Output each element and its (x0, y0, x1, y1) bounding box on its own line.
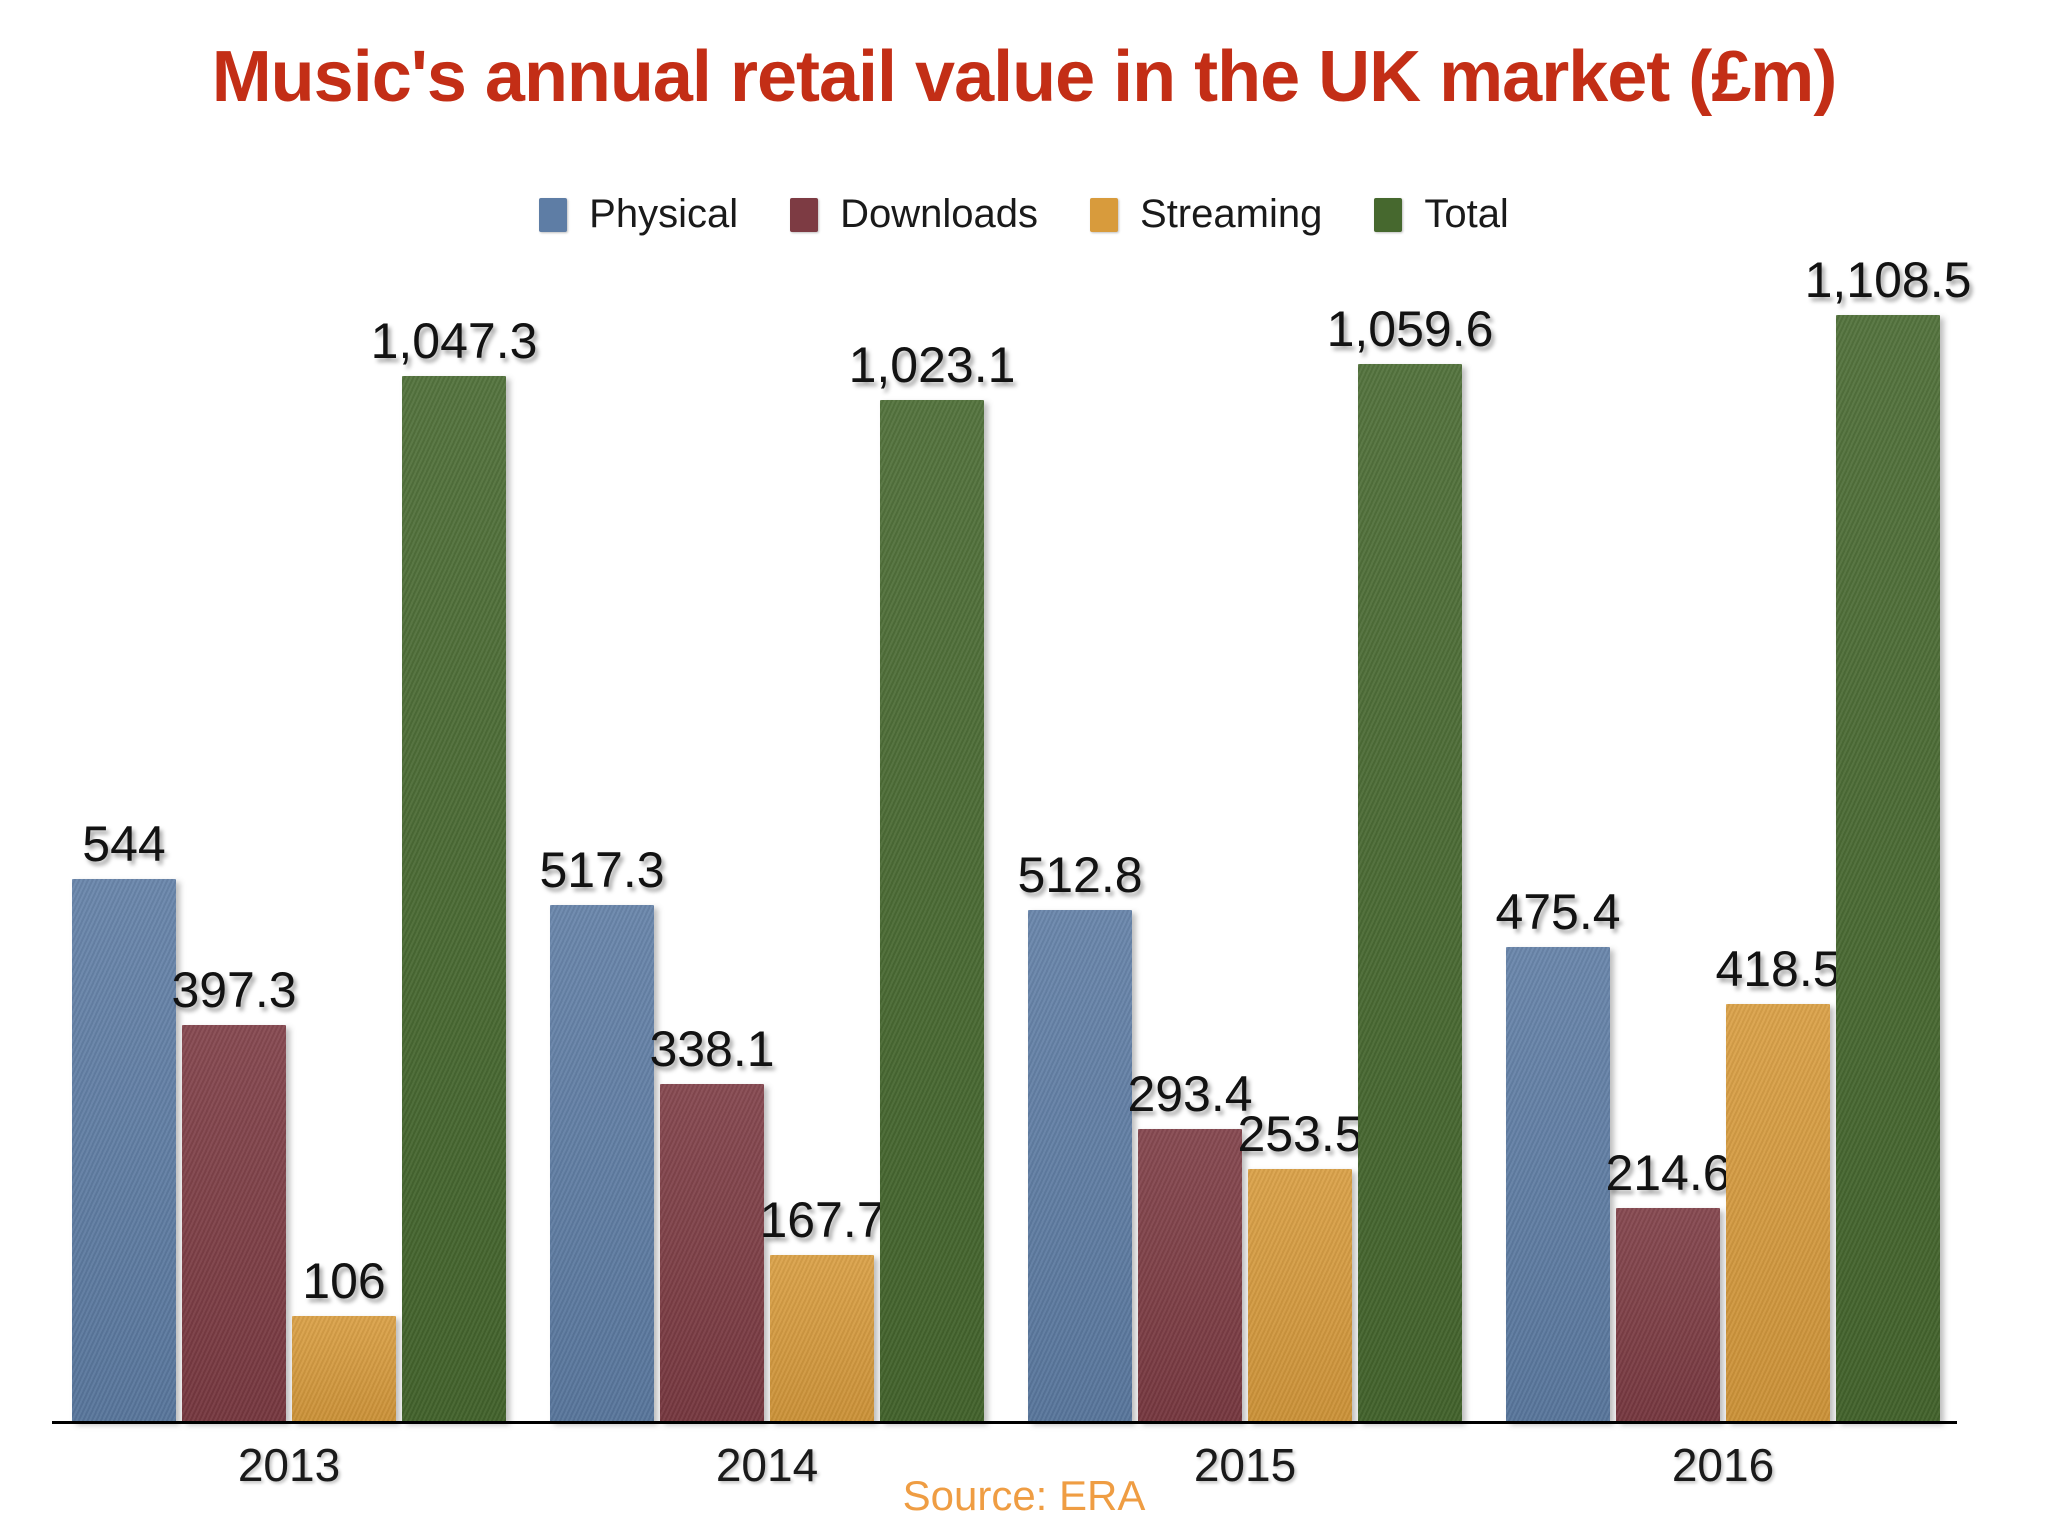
bar-physical-2015 (1028, 910, 1132, 1422)
legend-item-downloads: Downloads (790, 192, 1038, 237)
legend-item-streaming: Streaming (1090, 192, 1322, 237)
x-axis-label-2015: 2015 (1193, 1439, 1297, 1491)
x-axis-line (52, 1421, 1957, 1424)
bar-total-2014 (880, 400, 984, 1422)
legend-swatch-streaming (1090, 197, 1119, 232)
legend-swatch-downloads (790, 197, 819, 232)
bar-total-2013 (402, 376, 506, 1422)
bar-value-label-downloads-2013: 397.3 (171, 962, 297, 1018)
bar-total-2015 (1358, 364, 1462, 1422)
legend-label-downloads: Downloads (840, 192, 1039, 236)
bar-physical-2014 (550, 905, 654, 1422)
bar-streaming-2013 (292, 1316, 396, 1422)
legend-label-streaming: Streaming (1140, 192, 1323, 236)
bar-value-label-streaming-2015: 253.5 (1237, 1106, 1363, 1162)
chart-title: Music's annual retail value in the UK ma… (211, 37, 1838, 117)
x-axis-label-2013: 2013 (237, 1439, 341, 1491)
x-axis-label-2016: 2016 (1671, 1439, 1775, 1491)
bar-value-label-downloads-2015: 293.4 (1127, 1066, 1253, 1122)
bar-downloads-2016 (1616, 1208, 1720, 1422)
legend-label-total: Total (1424, 192, 1509, 236)
bar-value-label-streaming-2014: 167.7 (759, 1192, 885, 1248)
bar-value-label-total-2013: 1,047.3 (370, 313, 538, 369)
bar-downloads-2013 (182, 1025, 286, 1422)
legend-item-total: Total (1374, 192, 1509, 237)
bar-physical-2016 (1506, 947, 1610, 1422)
bar-value-label-streaming-2013: 106 (302, 1253, 386, 1309)
bar-value-label-physical-2014: 517.3 (539, 842, 665, 898)
bar-value-label-downloads-2014: 338.1 (649, 1021, 775, 1077)
source-note: Source: ERA (902, 1472, 1146, 1519)
bar-value-label-physical-2016: 475.4 (1495, 884, 1621, 940)
bar-streaming-2015 (1248, 1169, 1352, 1422)
bar-streaming-2016 (1726, 1004, 1830, 1422)
legend-item-physical: Physical (539, 192, 738, 237)
bar-streaming-2014 (770, 1255, 874, 1422)
bar-physical-2013 (72, 879, 176, 1422)
bar-value-label-physical-2013: 544 (82, 816, 166, 872)
legend-swatch-total (1374, 197, 1403, 232)
x-axis-label-2014: 2014 (715, 1439, 819, 1491)
legend: Physical Downloads Streaming Total (0, 192, 2048, 237)
legend-swatch-physical (539, 197, 568, 232)
bar-value-label-total-2015: 1,059.6 (1326, 301, 1494, 357)
legend-label-physical: Physical (589, 192, 739, 236)
bar-value-label-total-2014: 1,023.1 (848, 337, 1016, 393)
bar-total-2016 (1836, 315, 1940, 1422)
bar-downloads-2014 (660, 1084, 764, 1422)
bar-downloads-2015 (1138, 1129, 1242, 1422)
bar-value-label-physical-2015: 512.8 (1017, 847, 1143, 903)
bar-value-label-downloads-2016: 214.6 (1605, 1145, 1731, 1201)
bar-value-label-streaming-2016: 418.5 (1715, 941, 1841, 997)
bar-value-label-total-2016: 1,108.5 (1804, 252, 1972, 308)
